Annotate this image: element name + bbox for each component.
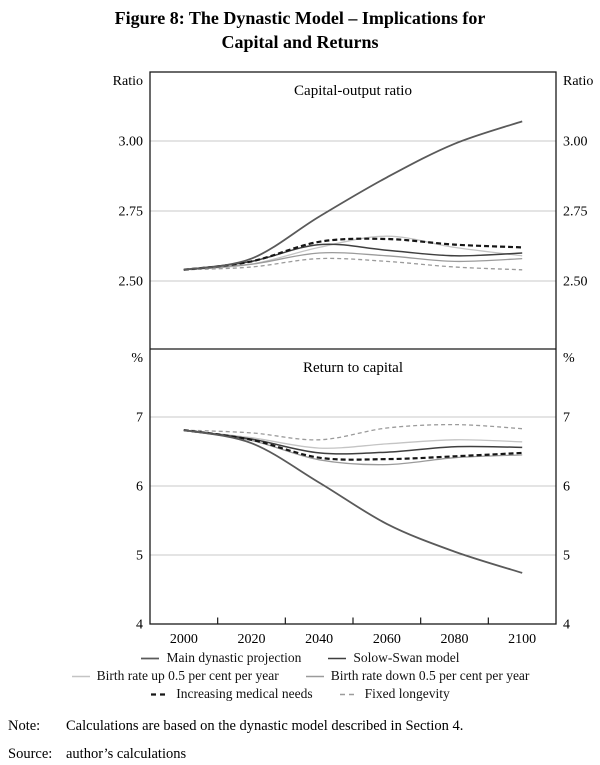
series-line-main-dynastic-projection [183, 429, 523, 574]
panel-return-to-capital: 7 7 6 6 5 5 4 4% % Return to capital [131, 351, 575, 633]
legend-swatch-increasing-medical-needs [151, 692, 170, 696]
chart-legend: Main dynastic projection Solow-Swan model… [0, 649, 600, 703]
x-tick-label: 2080 [441, 632, 469, 647]
y-tick-label-left: 4 [136, 618, 143, 633]
legend-label-increasing-medical-needs: Increasing medical needs [176, 686, 313, 701]
legend-item-fixed-longevity: Fixed longevity [339, 686, 450, 702]
series-line-birth-rate-down-0-5-per-cent-per-year [183, 429, 523, 466]
legend-swatch-birth-rate-down-0-5-per-cent-per-year [305, 675, 324, 677]
series-line-solow-swan-model [183, 243, 523, 271]
legend-label-solow-swan-model: Solow-Swan model [353, 650, 460, 665]
chart-area: 3.00 3.00 2.75 2.75 2.50 2.50 Ratio Ratio Capita… [0, 65, 600, 650]
y-axis-unit-right: Ratio [563, 74, 593, 89]
source-text: author’s calculations [66, 746, 187, 762]
panel-capital-output-ratio: 3.00 3.00 2.75 2.75 2.50 2.50 Ratio Ratio Capita… [113, 74, 594, 290]
y-tick-label-right: 7 [563, 411, 570, 426]
y-tick-label-right: 2.50 [563, 275, 588, 290]
y-tick-label-left: 2.50 [119, 275, 144, 290]
y-axis-unit-left: % [131, 351, 143, 366]
y-tick-label-left: 3.00 [119, 135, 144, 150]
y-tick-label-left: 5 [136, 549, 143, 564]
source-row: Source: author’s calculations [8, 745, 594, 764]
legend-label-birth-rate-down-0-5-per-cent-per-year: Birth rate down 0.5 per cent per year [330, 668, 530, 683]
y-axis-unit-right: % [563, 351, 575, 366]
y-tick-label-left: 7 [136, 411, 143, 426]
figure-title: Figure 8: The Dynastic Model – Implicati… [0, 6, 600, 54]
y-axis-unit-left: Ratio [113, 74, 143, 89]
x-tick-label: 2040 [305, 632, 333, 647]
series-line-birth-rate-down-0-5-per-cent-per-year [183, 251, 523, 271]
note-label: Note: [8, 718, 41, 734]
y-tick-label-right: 4 [563, 618, 570, 633]
x-tick-label: 2100 [508, 632, 536, 647]
series-line-increasing-medical-needs [183, 237, 523, 271]
legend-item-birth-rate-up-0-5-per-cent-per-year: Birth rate up 0.5 per cent per year [71, 668, 279, 684]
series-line-fixed-longevity [183, 257, 523, 271]
legend-row: Increasing medical needs Fixed longevity [0, 685, 600, 703]
series-line-solow-swan-model [183, 429, 523, 455]
legend-label-birth-rate-up-0-5-per-cent-per-year: Birth rate up 0.5 per cent per year [96, 668, 279, 683]
figure-notes: Note: Calculations are based on the dyna… [8, 717, 594, 764]
y-tick-label-right: 2.75 [563, 205, 588, 220]
legend-item-solow-swan-model: Solow-Swan model [327, 650, 460, 666]
note-row: Note: Calculations are based on the dyna… [8, 717, 594, 736]
figure-title-line1: Figure 8: The Dynastic Model – Implicati… [114, 8, 486, 28]
panel-frame [149, 71, 557, 625]
legend-row: Birth rate up 0.5 per cent per year Birth… [0, 667, 600, 685]
figure-title-line2: Capital and Returns [221, 32, 379, 52]
series-line-increasing-medical-needs [183, 429, 523, 461]
x-tick-label: 2020 [238, 632, 266, 647]
legend-label-fixed-longevity: Fixed longevity [364, 686, 450, 701]
legend-swatch-birth-rate-up-0-5-per-cent-per-year [71, 675, 90, 677]
series-line-birth-rate-up-0-5-per-cent-per-year [183, 429, 523, 449]
source-label: Source: [8, 746, 53, 762]
y-tick-label-left: 6 [136, 480, 143, 495]
series-line-main-dynastic-projection [183, 120, 523, 271]
y-tick-label-left: 2.75 [119, 205, 144, 220]
legend-label-main-dynastic-projection: Main dynastic projection [166, 650, 302, 665]
legend-item-birth-rate-down-0-5-per-cent-per-year: Birth rate down 0.5 per cent per year [305, 668, 530, 684]
panel-title: Capital-output ratio [294, 83, 412, 99]
legend-item-main-dynastic-projection: Main dynastic projection [140, 650, 301, 666]
note-text: Calculations are based on the dynastic m… [66, 718, 464, 734]
y-tick-label-right: 5 [563, 549, 570, 564]
x-tick-label: 2060 [373, 632, 401, 647]
series-line-fixed-longevity [183, 423, 523, 441]
legend-swatch-solow-swan-model [328, 657, 347, 659]
y-tick-label-right: 6 [563, 480, 570, 495]
legend-swatch-main-dynastic-projection [141, 657, 160, 659]
legend-item-increasing-medical-needs: Increasing medical needs [150, 686, 313, 702]
legend-row: Main dynastic projection Solow-Swan model [0, 649, 600, 667]
legend-swatch-fixed-longevity [339, 693, 358, 695]
chart-svg: 3.00 3.00 2.75 2.75 2.50 2.50 Ratio Ratio Capita… [113, 71, 594, 647]
panel-title: Return to capital [303, 360, 403, 376]
x-tick-label: 2000 [170, 632, 198, 647]
y-tick-label-right: 3.00 [563, 135, 588, 150]
